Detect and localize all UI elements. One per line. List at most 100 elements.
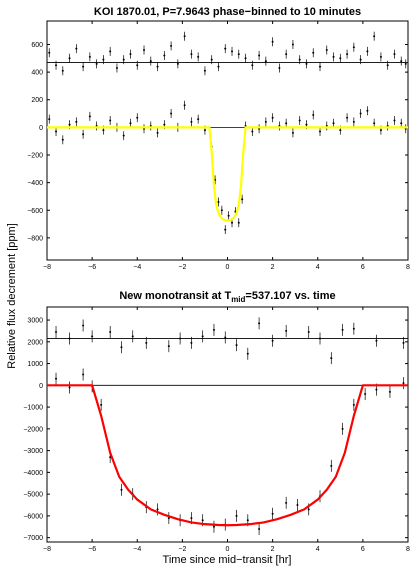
data-point <box>224 336 227 339</box>
y-tick-label: −1000 <box>23 405 43 412</box>
data-point <box>217 200 220 203</box>
data-point <box>237 53 240 56</box>
data-point <box>203 69 206 72</box>
data-point <box>231 221 234 224</box>
data-point <box>388 390 391 393</box>
data-point <box>375 388 378 391</box>
data-point <box>291 43 294 46</box>
x-tick-label: 8 <box>406 546 410 553</box>
top-panel: KOI 1870.01, P=7.9643 phase−binned to 10… <box>27 6 410 271</box>
data-point <box>352 327 355 330</box>
data-point <box>201 335 204 338</box>
data-point <box>190 53 193 56</box>
data-point <box>235 344 238 347</box>
data-point <box>68 386 71 389</box>
data-point <box>95 62 98 65</box>
data-point <box>102 129 105 132</box>
data-point <box>100 403 103 406</box>
data-point <box>91 335 94 338</box>
data-point <box>379 129 382 132</box>
data-point <box>271 40 274 43</box>
data-point <box>246 519 249 522</box>
data-point <box>224 47 227 50</box>
data-point <box>298 58 301 61</box>
data-point <box>115 66 118 69</box>
y-tick-label: −7000 <box>23 535 43 542</box>
x-axis-label: Time since mid−transit [hr] <box>163 554 292 566</box>
data-point <box>330 357 333 360</box>
data-point <box>203 129 206 132</box>
data-point <box>341 328 344 331</box>
data-point <box>319 130 322 133</box>
x-tick-label: 8 <box>406 264 410 271</box>
y-tick-label: −6000 <box>23 513 43 520</box>
data-point <box>156 131 159 134</box>
data-point <box>366 109 369 112</box>
data-point <box>55 130 58 133</box>
data-point <box>190 341 193 344</box>
data-point <box>400 122 403 125</box>
data-point <box>82 324 85 327</box>
x-tick-label: −6 <box>88 546 96 553</box>
y-tick-label: 200 <box>31 97 43 104</box>
data-point <box>183 35 186 38</box>
x-tick-label: −8 <box>43 264 51 271</box>
data-point <box>346 53 349 56</box>
data-point <box>373 122 376 125</box>
plot-frame <box>46 306 409 543</box>
data-point <box>102 58 105 61</box>
x-tick-label: −2 <box>178 546 186 553</box>
chart-title-rest: =537.107 vs. time <box>245 290 335 302</box>
data-point <box>88 55 91 58</box>
plot-frame <box>46 20 409 261</box>
y-tick-label: −5000 <box>23 492 43 499</box>
data-point <box>285 329 288 332</box>
y-tick-label: 0 <box>39 125 43 132</box>
data-point <box>237 221 240 224</box>
data-point <box>61 69 64 72</box>
data-point <box>167 345 170 348</box>
data-point <box>183 104 186 107</box>
data-point <box>312 113 315 116</box>
data-point <box>379 55 382 58</box>
data-point <box>55 377 58 380</box>
data-point <box>48 51 51 54</box>
x-tick-label: 6 <box>361 264 365 271</box>
bottom-panel: New monotransit at Tmid=537.107 vs. time… <box>23 290 410 553</box>
y-tick-label: 400 <box>31 70 43 77</box>
data-point <box>332 55 335 58</box>
data-point <box>197 118 200 121</box>
data-point <box>246 352 249 355</box>
data-point <box>393 53 396 56</box>
data-point <box>224 228 227 231</box>
data-point <box>285 122 288 125</box>
data-point <box>244 57 247 60</box>
data-point <box>251 130 254 133</box>
data-point <box>307 508 310 511</box>
data-point <box>319 65 322 68</box>
data-point <box>120 488 123 491</box>
y-tick-label: 1000 <box>27 361 43 368</box>
chart-title-subscript: mid <box>231 295 245 304</box>
data-point <box>319 337 322 340</box>
data-point <box>212 525 215 528</box>
data-point <box>156 65 159 68</box>
data-point <box>176 62 179 65</box>
data-point <box>136 116 139 119</box>
data-point <box>61 138 64 141</box>
data-point <box>217 65 220 68</box>
x-tick-label: −8 <box>43 546 51 553</box>
data-point <box>404 62 407 65</box>
data-point <box>227 214 230 217</box>
data-point <box>258 322 261 325</box>
x-tick-label: −4 <box>133 546 141 553</box>
data-point <box>298 119 301 122</box>
data-point <box>339 129 342 132</box>
x-tick-label: 6 <box>361 546 365 553</box>
data-point <box>330 464 333 467</box>
data-point <box>156 508 159 511</box>
data-point <box>339 57 342 60</box>
data-point <box>201 519 204 522</box>
data-point <box>332 122 335 125</box>
